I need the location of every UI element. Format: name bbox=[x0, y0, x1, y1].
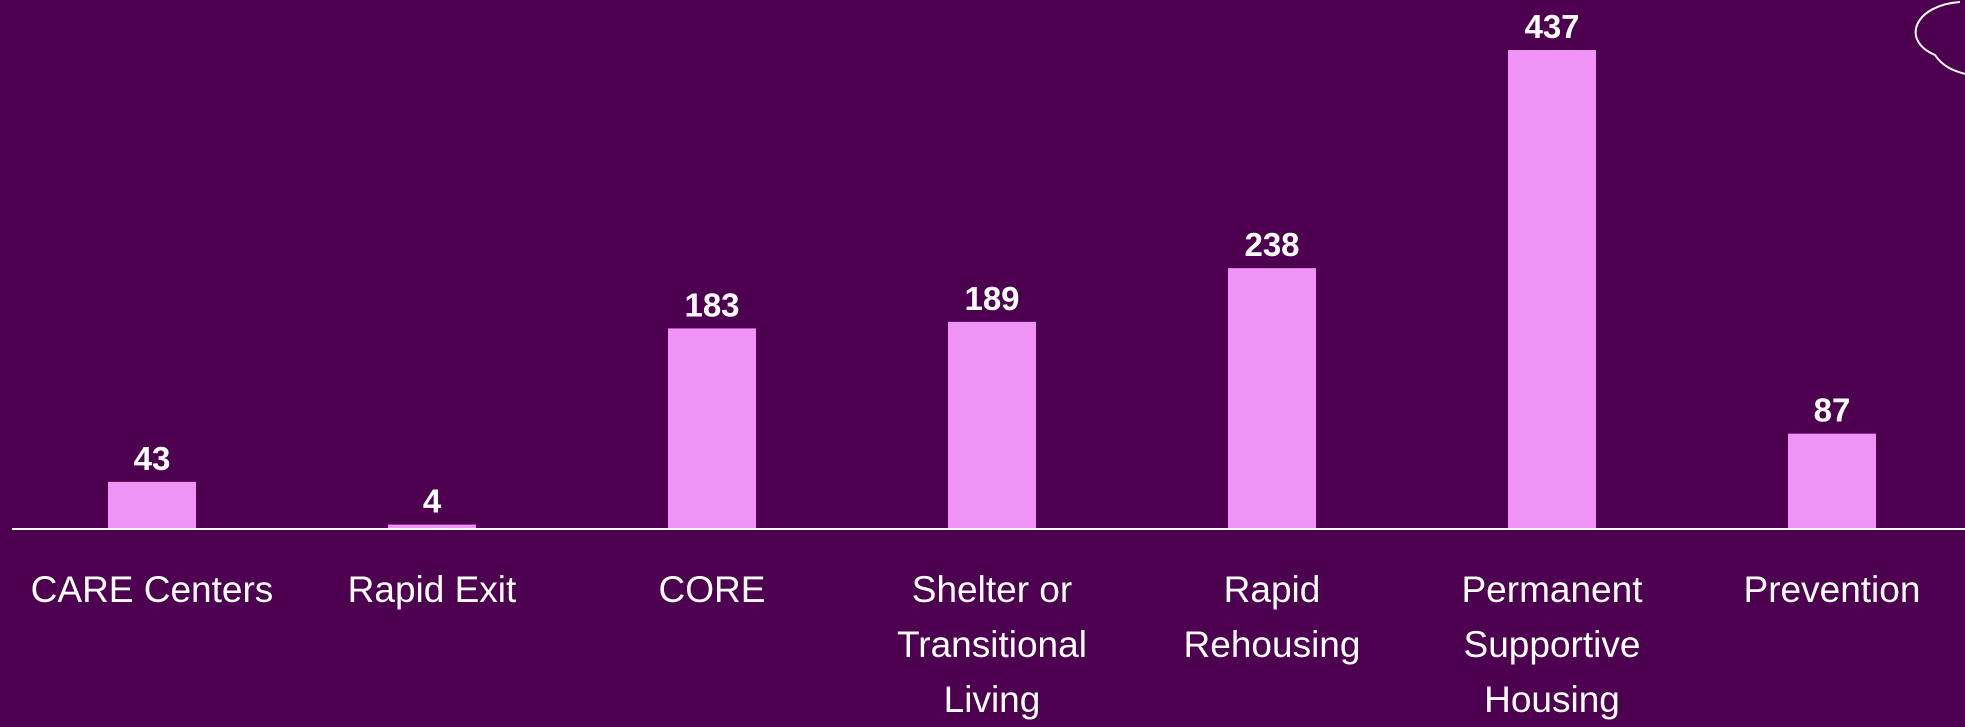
value-label: 43 bbox=[134, 440, 171, 477]
x-tick-label: Shelter or Transitional Living bbox=[897, 569, 1087, 720]
x-tick-label: Prevention bbox=[1743, 569, 1921, 610]
bar bbox=[668, 328, 756, 529]
bar bbox=[1508, 50, 1596, 529]
value-label: 4 bbox=[423, 483, 442, 520]
x-tick-label: Rapid Rehousing bbox=[1183, 569, 1361, 665]
value-label: 87 bbox=[1814, 392, 1851, 429]
value-label: 189 bbox=[964, 280, 1019, 317]
decoration bbox=[1914, 1, 1965, 75]
value-label: 183 bbox=[684, 286, 739, 323]
value-label: 437 bbox=[1524, 8, 1579, 45]
bar bbox=[388, 524, 476, 529]
value-label: 238 bbox=[1244, 226, 1299, 263]
bar bbox=[1788, 433, 1876, 529]
x-tick-label: CORE bbox=[658, 569, 766, 610]
x-tick-label: Rapid Exit bbox=[347, 569, 517, 610]
bar bbox=[948, 321, 1036, 529]
x-tick-label: CARE Centers bbox=[30, 569, 274, 610]
x-tick-label: Permanent Supportive Housing bbox=[1461, 569, 1643, 720]
bar bbox=[1228, 268, 1316, 529]
bar bbox=[108, 481, 196, 529]
